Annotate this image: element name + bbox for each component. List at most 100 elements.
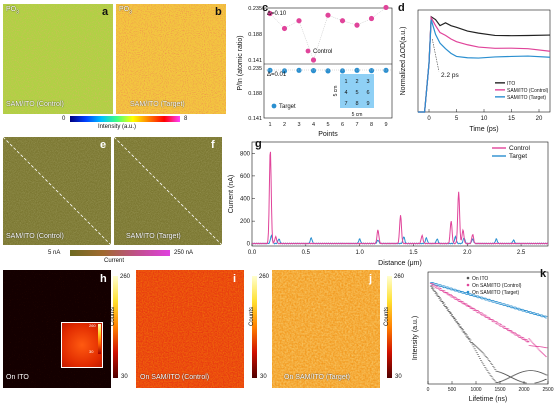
panel-d-chart: 0 5 10 15 20 Time (ps) Normalized ΔOD(a.u.) 2.2… <box>400 9 551 133</box>
ef-colorbar-min: 5 nA <box>48 250 61 256</box>
panel-i-label: On SAM/ITO (Control) <box>140 374 210 381</box>
c-target-point <box>383 67 389 73</box>
d-ylabel: Normalized ΔOD(a.u.) <box>400 27 407 96</box>
k-legend-marker-1 <box>466 283 470 287</box>
d-xtick: 20 <box>536 116 543 122</box>
panel-h-label: On ITO <box>6 374 29 381</box>
ab-colorbar-label: Intensity (a.u.) <box>98 124 137 130</box>
c-xtick: 4 <box>312 122 315 128</box>
i-colorbar <box>252 276 257 378</box>
c-inset-cell: 7 <box>344 101 347 107</box>
c-legend-control: Control <box>313 49 332 55</box>
d-xlabel: Time (ps) <box>469 126 498 133</box>
panel-f-label: SAM/ITO (Target) <box>126 233 181 240</box>
c-target-point <box>368 68 375 74</box>
c-inset-hlabel: 5 cm <box>352 112 363 118</box>
c-ylabel: P/In (atomic ratio) <box>237 35 244 90</box>
panel-h-letter: h <box>100 273 107 285</box>
c-target-point <box>281 68 288 74</box>
c-top-ytick: 0.235 <box>248 6 262 12</box>
d-legend-2: SAM/ITO (Target) <box>507 95 546 101</box>
panel-b-element: PO3 <box>119 6 132 16</box>
g-ytick: 0 <box>247 242 251 248</box>
panel-j-letter: j <box>369 273 373 285</box>
c-control-point <box>339 18 346 24</box>
c-top-ytick: 0.188 <box>248 32 262 38</box>
k-legend-marker-2 <box>466 290 470 294</box>
panel-a-letter: a <box>102 6 109 18</box>
d-legend-1: SAM/ITO (Control) <box>507 88 549 94</box>
h-colorbar-max: 260 <box>120 274 131 280</box>
panel-b-letter: b <box>215 6 222 18</box>
g-xtick: 1.5 <box>409 250 418 256</box>
c-control-point <box>383 4 389 11</box>
panel-f-map <box>114 137 222 245</box>
d-series-2 <box>418 19 551 113</box>
g-xtick: 1.0 <box>355 250 364 256</box>
g-series-0 <box>251 151 549 245</box>
panel-e-label: SAM/ITO (Control) <box>6 233 64 240</box>
c-control-point <box>354 22 360 28</box>
panel-i-letter: i <box>233 273 237 285</box>
g-ylabel: Current (nA) <box>228 175 235 214</box>
panel-c-chart: 0.235 0.188 0.141 0.235 0.188 0.141 1 2 3 4 5 6 7 8 9 P… <box>237 4 393 138</box>
watermark: © 大数据科学 <box>3 394 52 403</box>
k-xtick: 0 <box>427 387 430 393</box>
g-ytick: 600 <box>240 174 251 180</box>
k-legend-marker-0 <box>466 276 470 280</box>
i-colorbar-max: 260 <box>259 274 270 280</box>
h-colorbar <box>113 276 118 378</box>
panel-g-chart: 0.0 0.5 1.0 1.5 2.0 2.5 800 600 400 200 0 Distance … <box>228 141 549 267</box>
c-legend-control-marker <box>305 48 311 54</box>
c-target-point <box>310 68 317 74</box>
c-inset-cell: 1 <box>344 79 347 85</box>
c-inset-cell: 4 <box>344 90 347 96</box>
g-xtick: 0.5 <box>302 250 311 256</box>
panel-k-letter: k <box>540 268 547 280</box>
k-legend-1: On SAM/ITO (Control) <box>472 283 522 289</box>
c-inset-cell: 8 <box>355 101 358 107</box>
panel-j-label: On SAM/ITO (Target) <box>284 374 350 381</box>
ab-colorbar-min: 0 <box>62 116 66 122</box>
c-bottom-ytick: 0.141 <box>248 116 262 122</box>
h-colorbar-min: 30 <box>121 374 128 380</box>
i-colorbar-label: Counts <box>249 306 255 326</box>
panel-h-inset-tick-max: 260 <box>89 323 96 328</box>
g-legend-0: Control <box>509 145 531 152</box>
c-target-point <box>267 67 273 73</box>
panel-h-inset-tick-min: 30 <box>89 349 94 354</box>
d-xtick: 15 <box>508 116 515 122</box>
k-legend-0: On ITO <box>472 276 488 282</box>
c-xtick: 2 <box>283 122 286 128</box>
g-ytick: 400 <box>240 197 251 203</box>
g-xlabel: Distance (μm) <box>378 260 422 267</box>
d-xtick: 5 <box>455 116 459 122</box>
g-series-1 <box>251 234 549 245</box>
ef-colorbar-label: Current <box>104 258 125 264</box>
c-frame <box>263 7 393 119</box>
g-xtick: 2.5 <box>517 250 526 256</box>
k-ylabel: Intensity (a.u.) <box>412 316 419 360</box>
ab-colorbar-max: 8 <box>184 116 188 122</box>
panel-b-map <box>116 4 226 114</box>
c-control-point <box>281 25 288 32</box>
c-top-ytick: 0.141 <box>248 58 262 64</box>
g-ytick: 200 <box>240 219 251 225</box>
panel-e-letter: e <box>100 139 107 151</box>
panel-i-noise <box>136 270 244 388</box>
panel-a-label: SAM/ITO (Control) <box>6 101 64 108</box>
g-legend-1: Target <box>509 153 527 160</box>
panel-a-noise <box>3 4 113 114</box>
k-legend-2: On SAM/ITO (Target) <box>472 290 519 296</box>
d-annotation: 2.2 ps <box>441 72 459 79</box>
d-annotation-line <box>432 39 440 72</box>
c-control-point <box>296 18 302 24</box>
i-colorbar-min: 30 <box>260 374 267 380</box>
c-xtick: 1 <box>268 122 271 128</box>
k-xtick: 2000 <box>518 387 529 393</box>
g-xtick: 0.0 <box>248 250 257 256</box>
k-xtick: 500 <box>448 387 457 393</box>
c-legend-target: Target <box>279 104 296 110</box>
k-xtick: 2500 <box>542 387 553 393</box>
c-xtick: 7 <box>355 122 358 128</box>
